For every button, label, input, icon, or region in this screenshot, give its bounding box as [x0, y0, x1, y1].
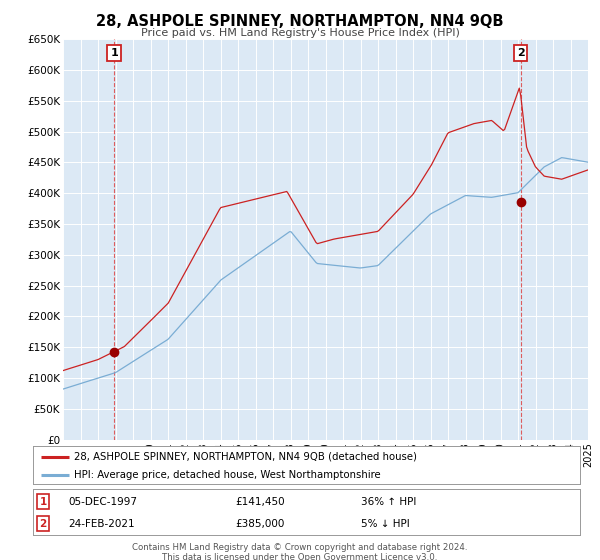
Text: 2: 2 — [517, 48, 524, 58]
Text: 1: 1 — [40, 497, 47, 507]
Text: £385,000: £385,000 — [235, 519, 285, 529]
Text: 5% ↓ HPI: 5% ↓ HPI — [361, 519, 410, 529]
Text: 36% ↑ HPI: 36% ↑ HPI — [361, 497, 416, 507]
Text: 28, ASHPOLE SPINNEY, NORTHAMPTON, NN4 9QB: 28, ASHPOLE SPINNEY, NORTHAMPTON, NN4 9Q… — [96, 14, 504, 29]
Text: £141,450: £141,450 — [235, 497, 285, 507]
Text: HPI: Average price, detached house, West Northamptonshire: HPI: Average price, detached house, West… — [74, 470, 380, 480]
Text: 24-FEB-2021: 24-FEB-2021 — [68, 519, 135, 529]
Text: 28, ASHPOLE SPINNEY, NORTHAMPTON, NN4 9QB (detached house): 28, ASHPOLE SPINNEY, NORTHAMPTON, NN4 9Q… — [74, 451, 417, 461]
Text: Price paid vs. HM Land Registry's House Price Index (HPI): Price paid vs. HM Land Registry's House … — [140, 28, 460, 38]
Text: 2: 2 — [40, 519, 47, 529]
Text: Contains HM Land Registry data © Crown copyright and database right 2024.: Contains HM Land Registry data © Crown c… — [132, 543, 468, 552]
Text: 05-DEC-1997: 05-DEC-1997 — [68, 497, 137, 507]
Text: This data is licensed under the Open Government Licence v3.0.: This data is licensed under the Open Gov… — [163, 553, 437, 560]
Text: 1: 1 — [110, 48, 118, 58]
